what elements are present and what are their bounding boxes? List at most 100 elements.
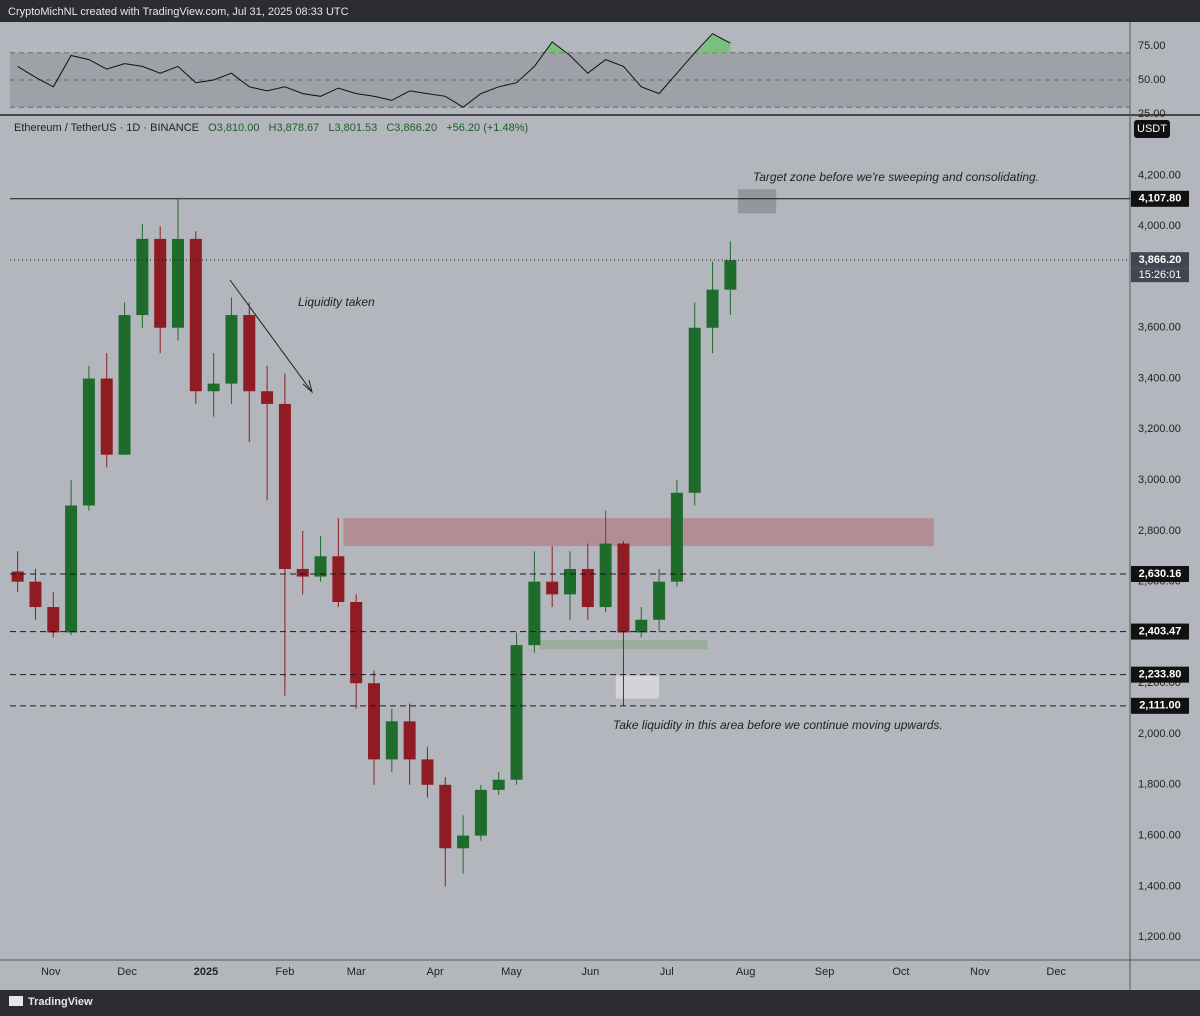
candle-body (136, 238, 149, 316)
candle-body (599, 543, 612, 608)
y-tick-label: 3,200.00 (1138, 423, 1181, 435)
x-tick-label: Nov (970, 966, 990, 978)
level-box (1131, 190, 1189, 207)
candle-body (332, 556, 345, 602)
candle-body (457, 835, 470, 849)
x-tick-label: Sep (815, 966, 835, 978)
candle-body (670, 492, 683, 582)
overbought-fill (544, 33, 731, 53)
x-tick-label: Dec (1046, 966, 1066, 978)
candle-body (439, 784, 452, 849)
level-box (1131, 623, 1189, 640)
level-label: 2,403.47 (1139, 625, 1182, 637)
candle-body (47, 607, 60, 633)
candle-body (688, 327, 701, 493)
y-tick-label: 3,400.00 (1138, 372, 1181, 384)
x-tick-label: Nov (41, 966, 61, 978)
header: CryptoMichNL created with TradingView.co… (8, 6, 349, 18)
candle-body (546, 581, 559, 595)
candle-body (350, 601, 363, 684)
countdown: 15:26:01 (1139, 269, 1182, 281)
candle-body (243, 315, 256, 392)
y-tick-label: 1,200.00 (1138, 931, 1181, 943)
y-tick-label: 2,800.00 (1138, 525, 1181, 537)
x-tick-label: Jun (581, 966, 599, 978)
zone (738, 189, 777, 214)
y-tick-label: 4,200.00 (1138, 169, 1181, 181)
x-tick-label: Dec (117, 966, 137, 978)
candle-body (474, 789, 487, 836)
candle-body (528, 581, 541, 646)
zone (343, 518, 934, 547)
candle-body (617, 543, 630, 633)
annotation: Take liquidity in this area before we co… (613, 718, 943, 732)
candle-body (225, 315, 238, 384)
symbol: Ethereum / TetherUS · 1D · BINANCE (14, 122, 199, 134)
x-tick-label: Oct (892, 966, 909, 978)
candle-body (492, 779, 505, 790)
x-tick-label: Apr (427, 966, 444, 978)
header-bar (0, 0, 1200, 22)
candle-body (207, 383, 220, 392)
level-label: 2,233.80 (1139, 669, 1182, 681)
rsi-line (17, 33, 731, 108)
x-tick-label: Aug (736, 966, 756, 978)
candle-body (261, 391, 274, 404)
candle-body (403, 721, 416, 760)
candle-body (314, 556, 327, 577)
level-label: 2,630.16 (1139, 568, 1182, 580)
candle-body (510, 645, 523, 780)
legend: Ethereum / TetherUS · 1D · BINANCE O3,81… (14, 122, 528, 134)
y-tick-label: 50.00 (1138, 74, 1166, 86)
ohlc: H3,878.67 (269, 122, 320, 134)
level-label: 2,111.00 (1139, 700, 1181, 712)
annotation: Target zone before we're sweeping and co… (753, 170, 1039, 184)
candle-body (635, 619, 648, 633)
candle-body (724, 260, 737, 290)
level-box (1131, 666, 1189, 683)
candle-body (189, 238, 202, 392)
candle-body (118, 315, 131, 455)
y-tick-label: 2,000.00 (1138, 728, 1181, 740)
candle-body (172, 238, 184, 328)
footer-bar (0, 990, 1200, 1016)
y-tick-label: 25.00 (1138, 108, 1166, 120)
level-box (1131, 252, 1189, 269)
candle-body (653, 581, 666, 620)
x-tick-label: May (501, 966, 522, 978)
arrow (229, 279, 313, 393)
y-tick-label: 75.00 (1138, 40, 1166, 52)
candle-body (564, 568, 576, 595)
x-tick-label: Mar (347, 966, 366, 978)
currency: USDT (1137, 123, 1167, 135)
x-tick-label: 2025 (194, 966, 218, 978)
y-tick-label: 1,600.00 (1138, 829, 1181, 841)
candle-body (65, 505, 78, 633)
zone (615, 675, 660, 699)
level-box (1131, 566, 1189, 583)
arrow-head (302, 379, 313, 394)
candle-body (706, 289, 719, 328)
change: +56.20 (+1.48%) (446, 122, 528, 134)
annotation: Liquidity taken (298, 295, 375, 309)
y-tick-label: 3,600.00 (1138, 322, 1181, 334)
level-box (1131, 697, 1189, 714)
ohlc: L3,801.53 (328, 122, 377, 134)
candle-body (29, 581, 42, 608)
candle-body (368, 683, 380, 760)
candle-body (11, 571, 24, 582)
candle-body (296, 568, 309, 577)
candle-body (581, 568, 594, 608)
currency-box (1134, 120, 1170, 138)
x-tick-label: Feb (275, 966, 294, 978)
footer: TradingView (28, 996, 93, 1008)
candle-body (154, 238, 167, 328)
y-tick-label: 3,000.00 (1138, 474, 1181, 486)
candle-body (278, 403, 291, 569)
candle-body (82, 378, 95, 506)
x-tick-label: Jul (660, 966, 674, 978)
candle-body (385, 721, 398, 760)
y-tick-label: 1,400.00 (1138, 880, 1181, 892)
